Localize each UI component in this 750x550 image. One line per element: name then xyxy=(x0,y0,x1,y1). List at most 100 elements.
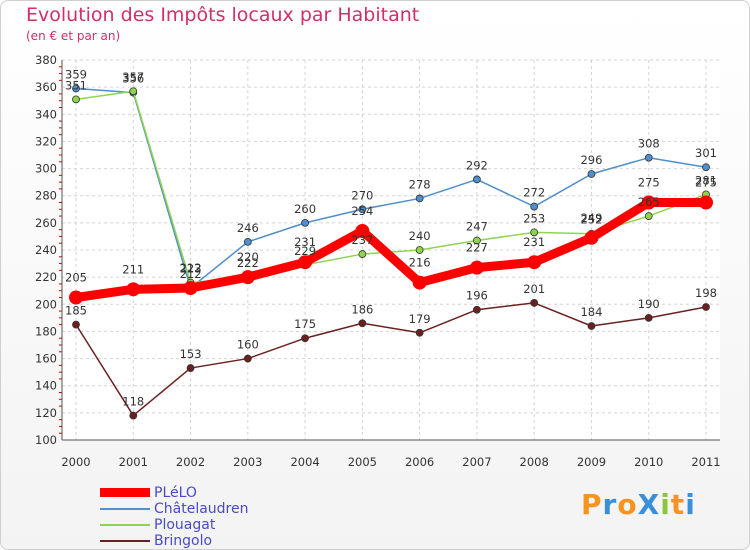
logo-letter: r xyxy=(602,488,618,521)
data-point-bringolo xyxy=(72,320,80,329)
data-point-plouagat xyxy=(530,228,539,237)
data-point-bringolo xyxy=(415,328,424,337)
legend-item-plouagat: Plouagat xyxy=(100,517,360,533)
legend-swatch-plelo xyxy=(100,488,150,497)
data-label-plouagat: 351 xyxy=(65,78,87,92)
legend-label-plelo: PLéLO xyxy=(154,485,197,501)
x-tick-label: 2000 xyxy=(61,455,90,469)
data-label-chatelaudren: 278 xyxy=(409,177,431,191)
x-tick-label: 2003 xyxy=(233,455,262,469)
data-label-chatelaudren: 356 xyxy=(122,72,144,86)
x-tick-label: 2002 xyxy=(176,455,205,469)
legend-item-bringolo: Bringolo xyxy=(100,533,360,549)
data-point-plouagat xyxy=(129,87,138,96)
data-point-chatelaudren xyxy=(530,202,539,211)
data-label-chatelaudren: 292 xyxy=(466,158,488,172)
data-label-bringolo: 153 xyxy=(180,347,202,361)
x-tick-label: 2005 xyxy=(348,455,377,469)
data-point-chatelaudren xyxy=(587,170,596,178)
x-tick-label: 2008 xyxy=(520,455,549,469)
data-label-bringolo: 184 xyxy=(580,305,602,319)
data-label-bringolo: 198 xyxy=(695,286,717,300)
data-point-chatelaudren xyxy=(644,153,653,162)
data-label-plouagat: 223 xyxy=(180,262,202,276)
data-label-plouagat: 240 xyxy=(409,229,431,243)
data-point-plelo xyxy=(126,282,141,297)
data-label-plelo: 231 xyxy=(523,235,545,249)
data-label-plelo: 205 xyxy=(65,271,87,285)
data-point-bringolo xyxy=(301,334,309,343)
y-tick-label: 160 xyxy=(35,352,57,366)
y-tick-label: 360 xyxy=(35,80,57,94)
data-point-chatelaudren xyxy=(473,175,481,184)
x-tick-label: 2010 xyxy=(634,455,663,469)
data-label-chatelaudren: 296 xyxy=(580,153,602,167)
legend-swatch-plouagat xyxy=(100,524,150,526)
data-label-chatelaudren: 260 xyxy=(294,202,316,216)
data-point-bringolo xyxy=(530,299,539,307)
legend-label-chatelaudren: Châtelaudren xyxy=(154,501,249,517)
data-label-bringolo: 190 xyxy=(638,297,660,311)
data-label-plelo: 216 xyxy=(409,256,431,270)
data-label-plelo: 249 xyxy=(580,211,602,225)
data-label-bringolo: 160 xyxy=(237,338,259,352)
y-tick-label: 220 xyxy=(35,270,57,284)
data-label-chatelaudren: 359 xyxy=(65,68,87,82)
data-label-plelo: 211 xyxy=(122,262,144,276)
y-tick-label: 320 xyxy=(35,134,57,148)
data-point-plouagat xyxy=(415,246,424,254)
y-tick-label: 140 xyxy=(35,379,57,393)
logo-letter: P xyxy=(581,488,603,521)
data-point-bringolo xyxy=(644,313,653,322)
data-label-plouagat: 229 xyxy=(294,244,316,258)
data-point-plelo xyxy=(699,195,713,210)
legend-item-plelo: PLéLO xyxy=(100,485,360,501)
data-point-bringolo xyxy=(129,411,138,420)
data-label-plelo: 220 xyxy=(237,250,259,264)
data-point-bringolo xyxy=(358,319,367,328)
y-tick-label: 120 xyxy=(35,406,57,420)
data-label-bringolo: 201 xyxy=(523,282,545,296)
data-label-plouagat: 237 xyxy=(351,233,373,247)
chart-subtitle: (en € et par an) xyxy=(26,29,121,43)
data-point-plelo xyxy=(355,224,370,238)
x-tick-label: 2001 xyxy=(119,455,148,469)
grid-layer xyxy=(62,59,720,441)
data-label-chatelaudren: 272 xyxy=(523,186,545,200)
data-point-bringolo xyxy=(702,303,710,311)
x-tick-label: 2004 xyxy=(290,455,319,469)
data-label-plelo: 275 xyxy=(638,176,660,190)
logo-letter: X xyxy=(637,488,661,521)
data-label-bringolo: 179 xyxy=(409,312,431,326)
series-layer xyxy=(69,84,713,420)
y-tick-label: 300 xyxy=(35,162,57,176)
data-point-chatelaudren xyxy=(415,194,424,203)
data-label-plouagat: 222 xyxy=(237,256,259,270)
logo-letter: i xyxy=(685,488,696,521)
data-point-plouagat xyxy=(358,250,367,258)
series-line-bringolo xyxy=(75,302,707,417)
data-label-plelo: 275 xyxy=(695,176,717,190)
legend-label-plouagat: Plouagat xyxy=(154,517,216,533)
logo-letter: i xyxy=(660,488,671,521)
chart-title: Evolution des Impôts locaux par Habitant xyxy=(26,4,420,26)
x-tick-label: 2006 xyxy=(405,455,434,469)
data-label-bringolo: 186 xyxy=(351,302,373,316)
data-label-bringolo: 175 xyxy=(294,317,316,331)
data-point-plelo xyxy=(527,255,542,270)
legend: PLéLO Châtelaudren Plouagat Bringolo xyxy=(100,485,360,549)
data-point-plelo xyxy=(641,195,656,210)
data-point-plelo xyxy=(412,275,427,290)
axis-layer: 100 120 140 160 180 200 220 240 260 280 300 320 340 3… xyxy=(35,53,721,469)
legend-swatch-chatelaudren xyxy=(100,508,150,510)
y-tick-label: 340 xyxy=(35,107,57,121)
data-point-plelo xyxy=(183,281,198,295)
legend-label-bringolo: Bringolo xyxy=(154,533,213,549)
data-label-chatelaudren: 212 xyxy=(180,267,202,281)
y-tick-label: 260 xyxy=(35,216,57,230)
data-point-plelo xyxy=(298,255,313,270)
data-label-bringolo: 196 xyxy=(466,289,488,303)
data-point-bringolo xyxy=(186,364,195,372)
y-tick-label: 240 xyxy=(35,243,57,257)
line-chart: 100 120 140 160 180 200 220 240 260 280 300 320 340 3… xyxy=(35,53,721,469)
